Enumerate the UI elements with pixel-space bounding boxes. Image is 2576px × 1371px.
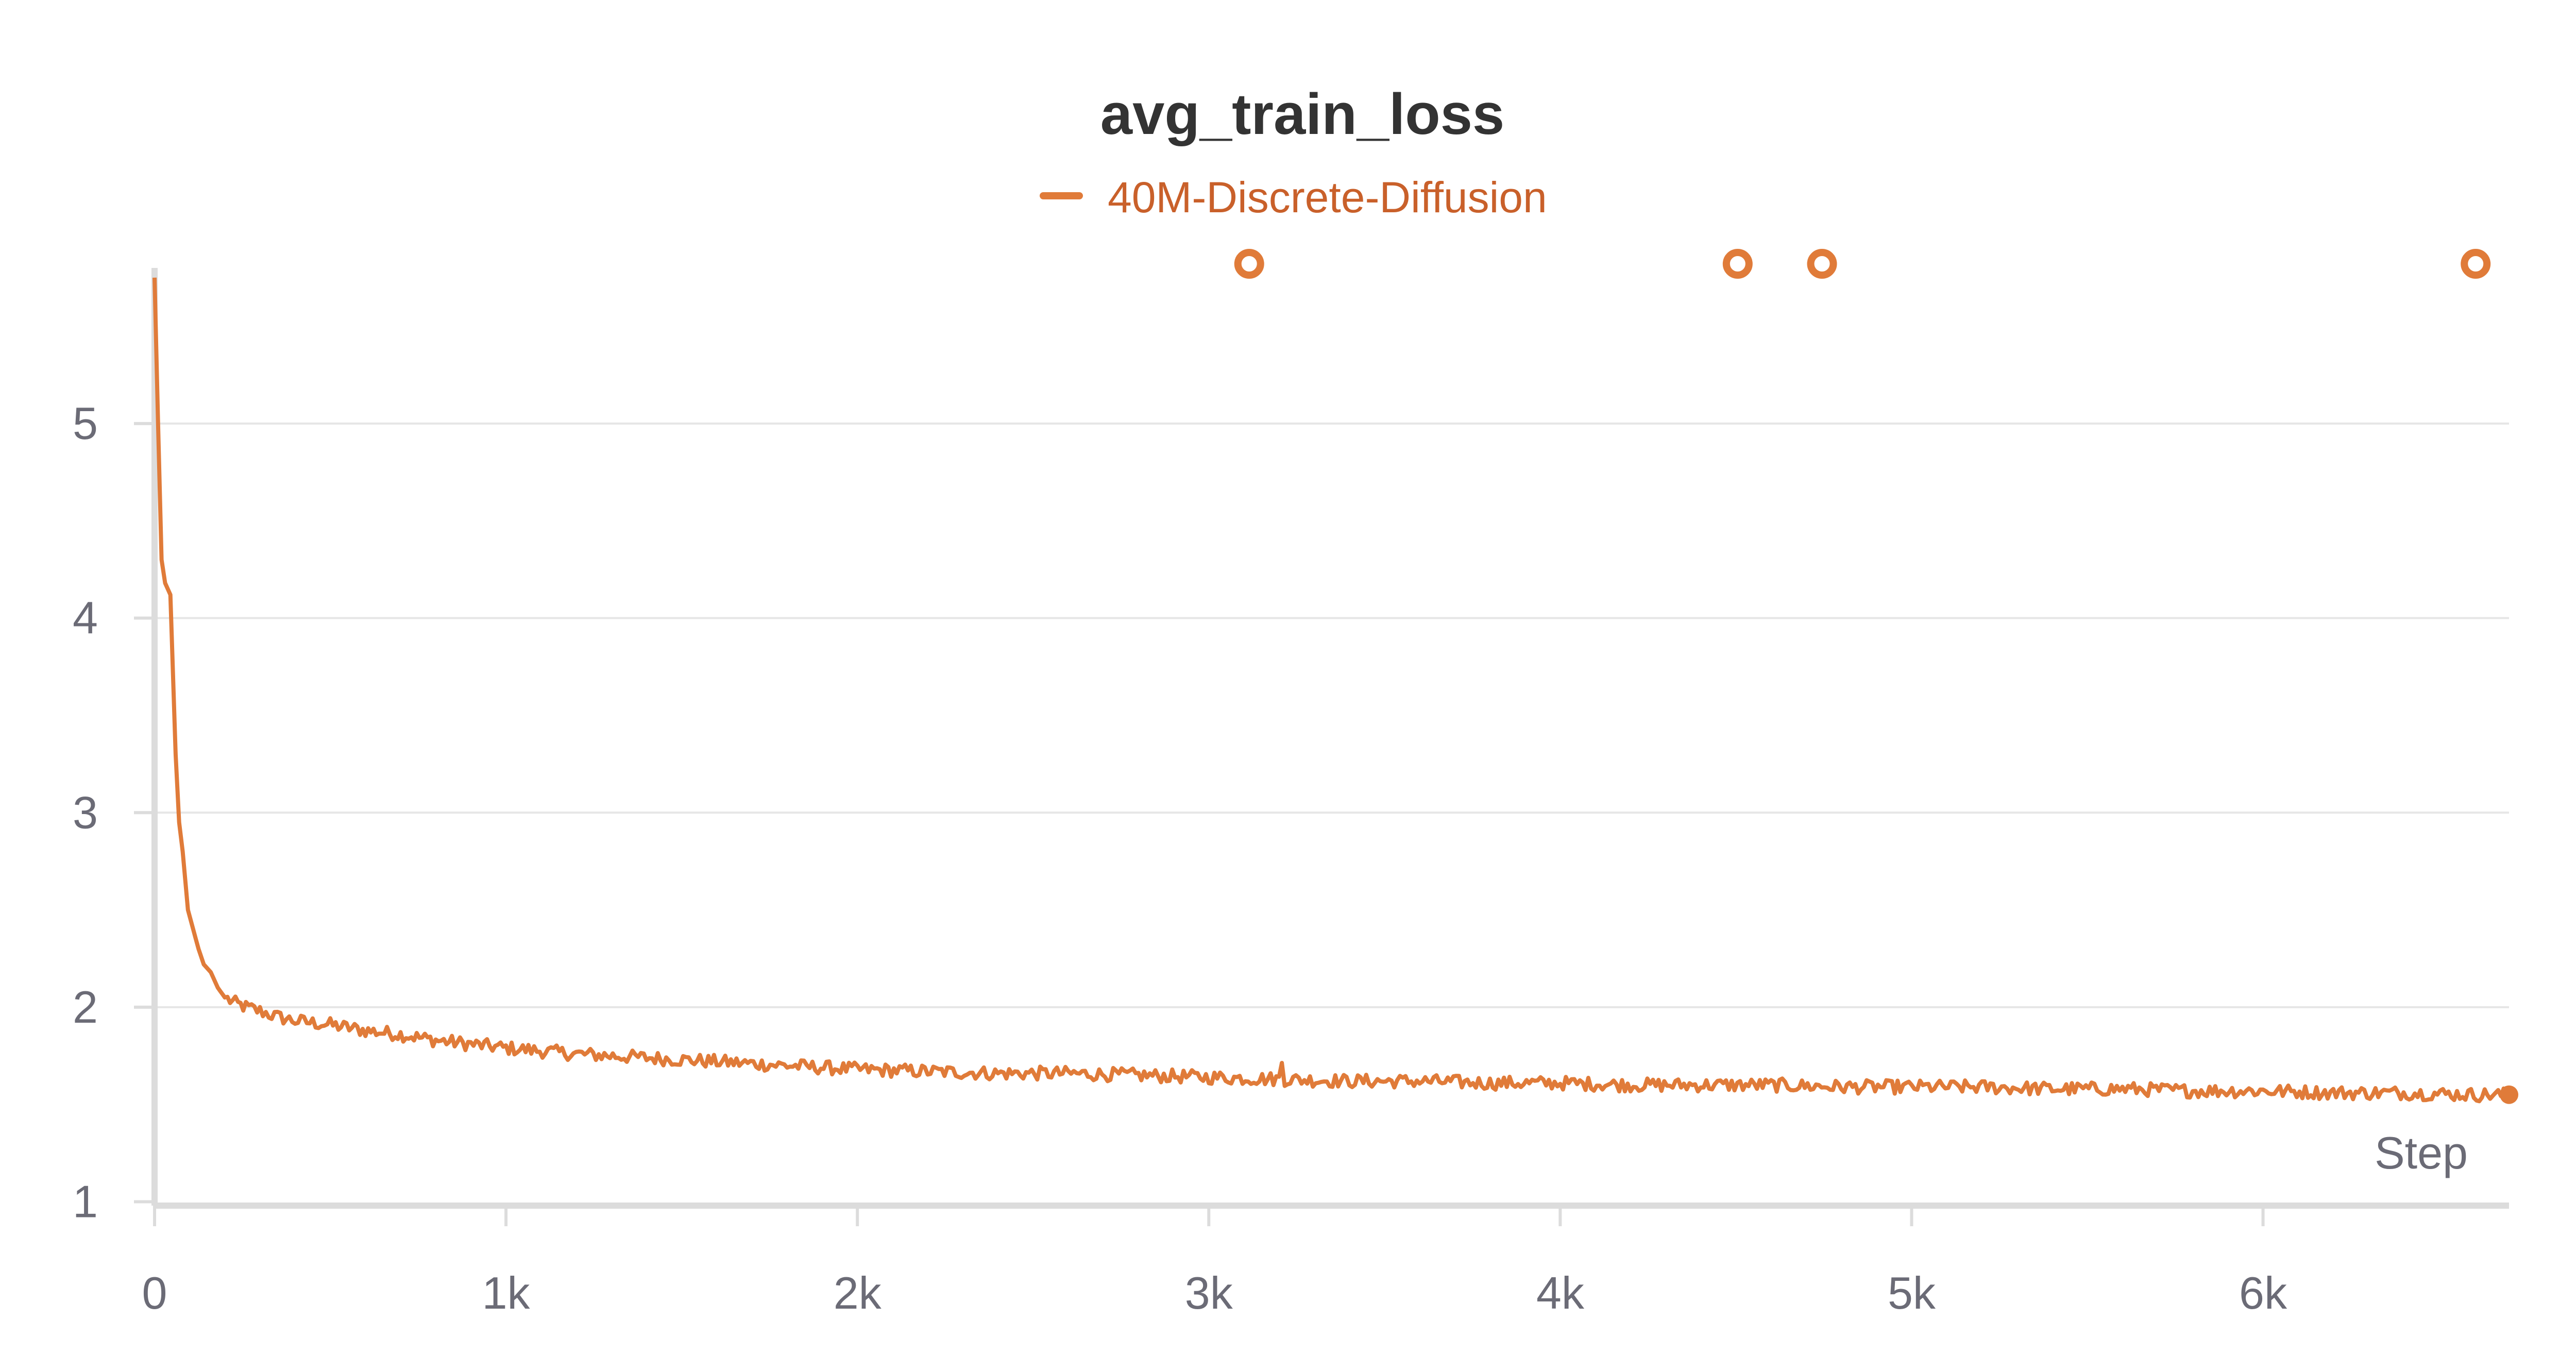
series-group[interactable] [152,277,2518,1104]
x-tick-label: 0 [142,1267,167,1318]
x-tick-label: 6k [2239,1267,2287,1318]
y-tick-label: 5 [73,398,98,449]
x-axis-ticks: 0 1k 2k 3k 4k 5k 6k [142,1206,2287,1318]
y-tick-label: 3 [73,787,98,838]
outlier-markers[interactable] [1234,249,2491,279]
outlier-point[interactable] [1722,249,1753,279]
series-line-40m-discrete-diffusion[interactable] [152,277,2510,1104]
y-tick-label: 2 [73,981,98,1033]
axes [151,268,2509,1209]
legend-label-40m-discrete-diffusion: 40M-Discrete-Diffusion [1108,173,1547,222]
y-tick-label: 1 [73,1176,98,1227]
x-axis-label: Step [2375,1127,2468,1178]
y-tick-label: 4 [73,593,98,644]
legend-swatch [1040,192,1083,199]
legend[interactable]: 40M-Discrete-Diffusion [1040,173,1547,222]
outlier-point[interactable] [2461,249,2491,279]
x-tick-label: 3k [1185,1267,1233,1318]
x-tick-label: 5k [1888,1267,1936,1318]
outlier-point[interactable] [1234,249,1264,279]
x-tick-label: 4k [1536,1267,1585,1318]
x-tick-label: 2k [834,1267,882,1318]
series-end-point[interactable] [2500,1085,2518,1104]
x-tick-label: 1k [482,1267,531,1318]
outlier-point[interactable] [1807,249,1837,279]
y-axis-ticks: 1 2 3 4 5 [73,398,155,1227]
grid [155,422,2509,1008]
chart-title: avg_train_loss [1100,82,1504,146]
